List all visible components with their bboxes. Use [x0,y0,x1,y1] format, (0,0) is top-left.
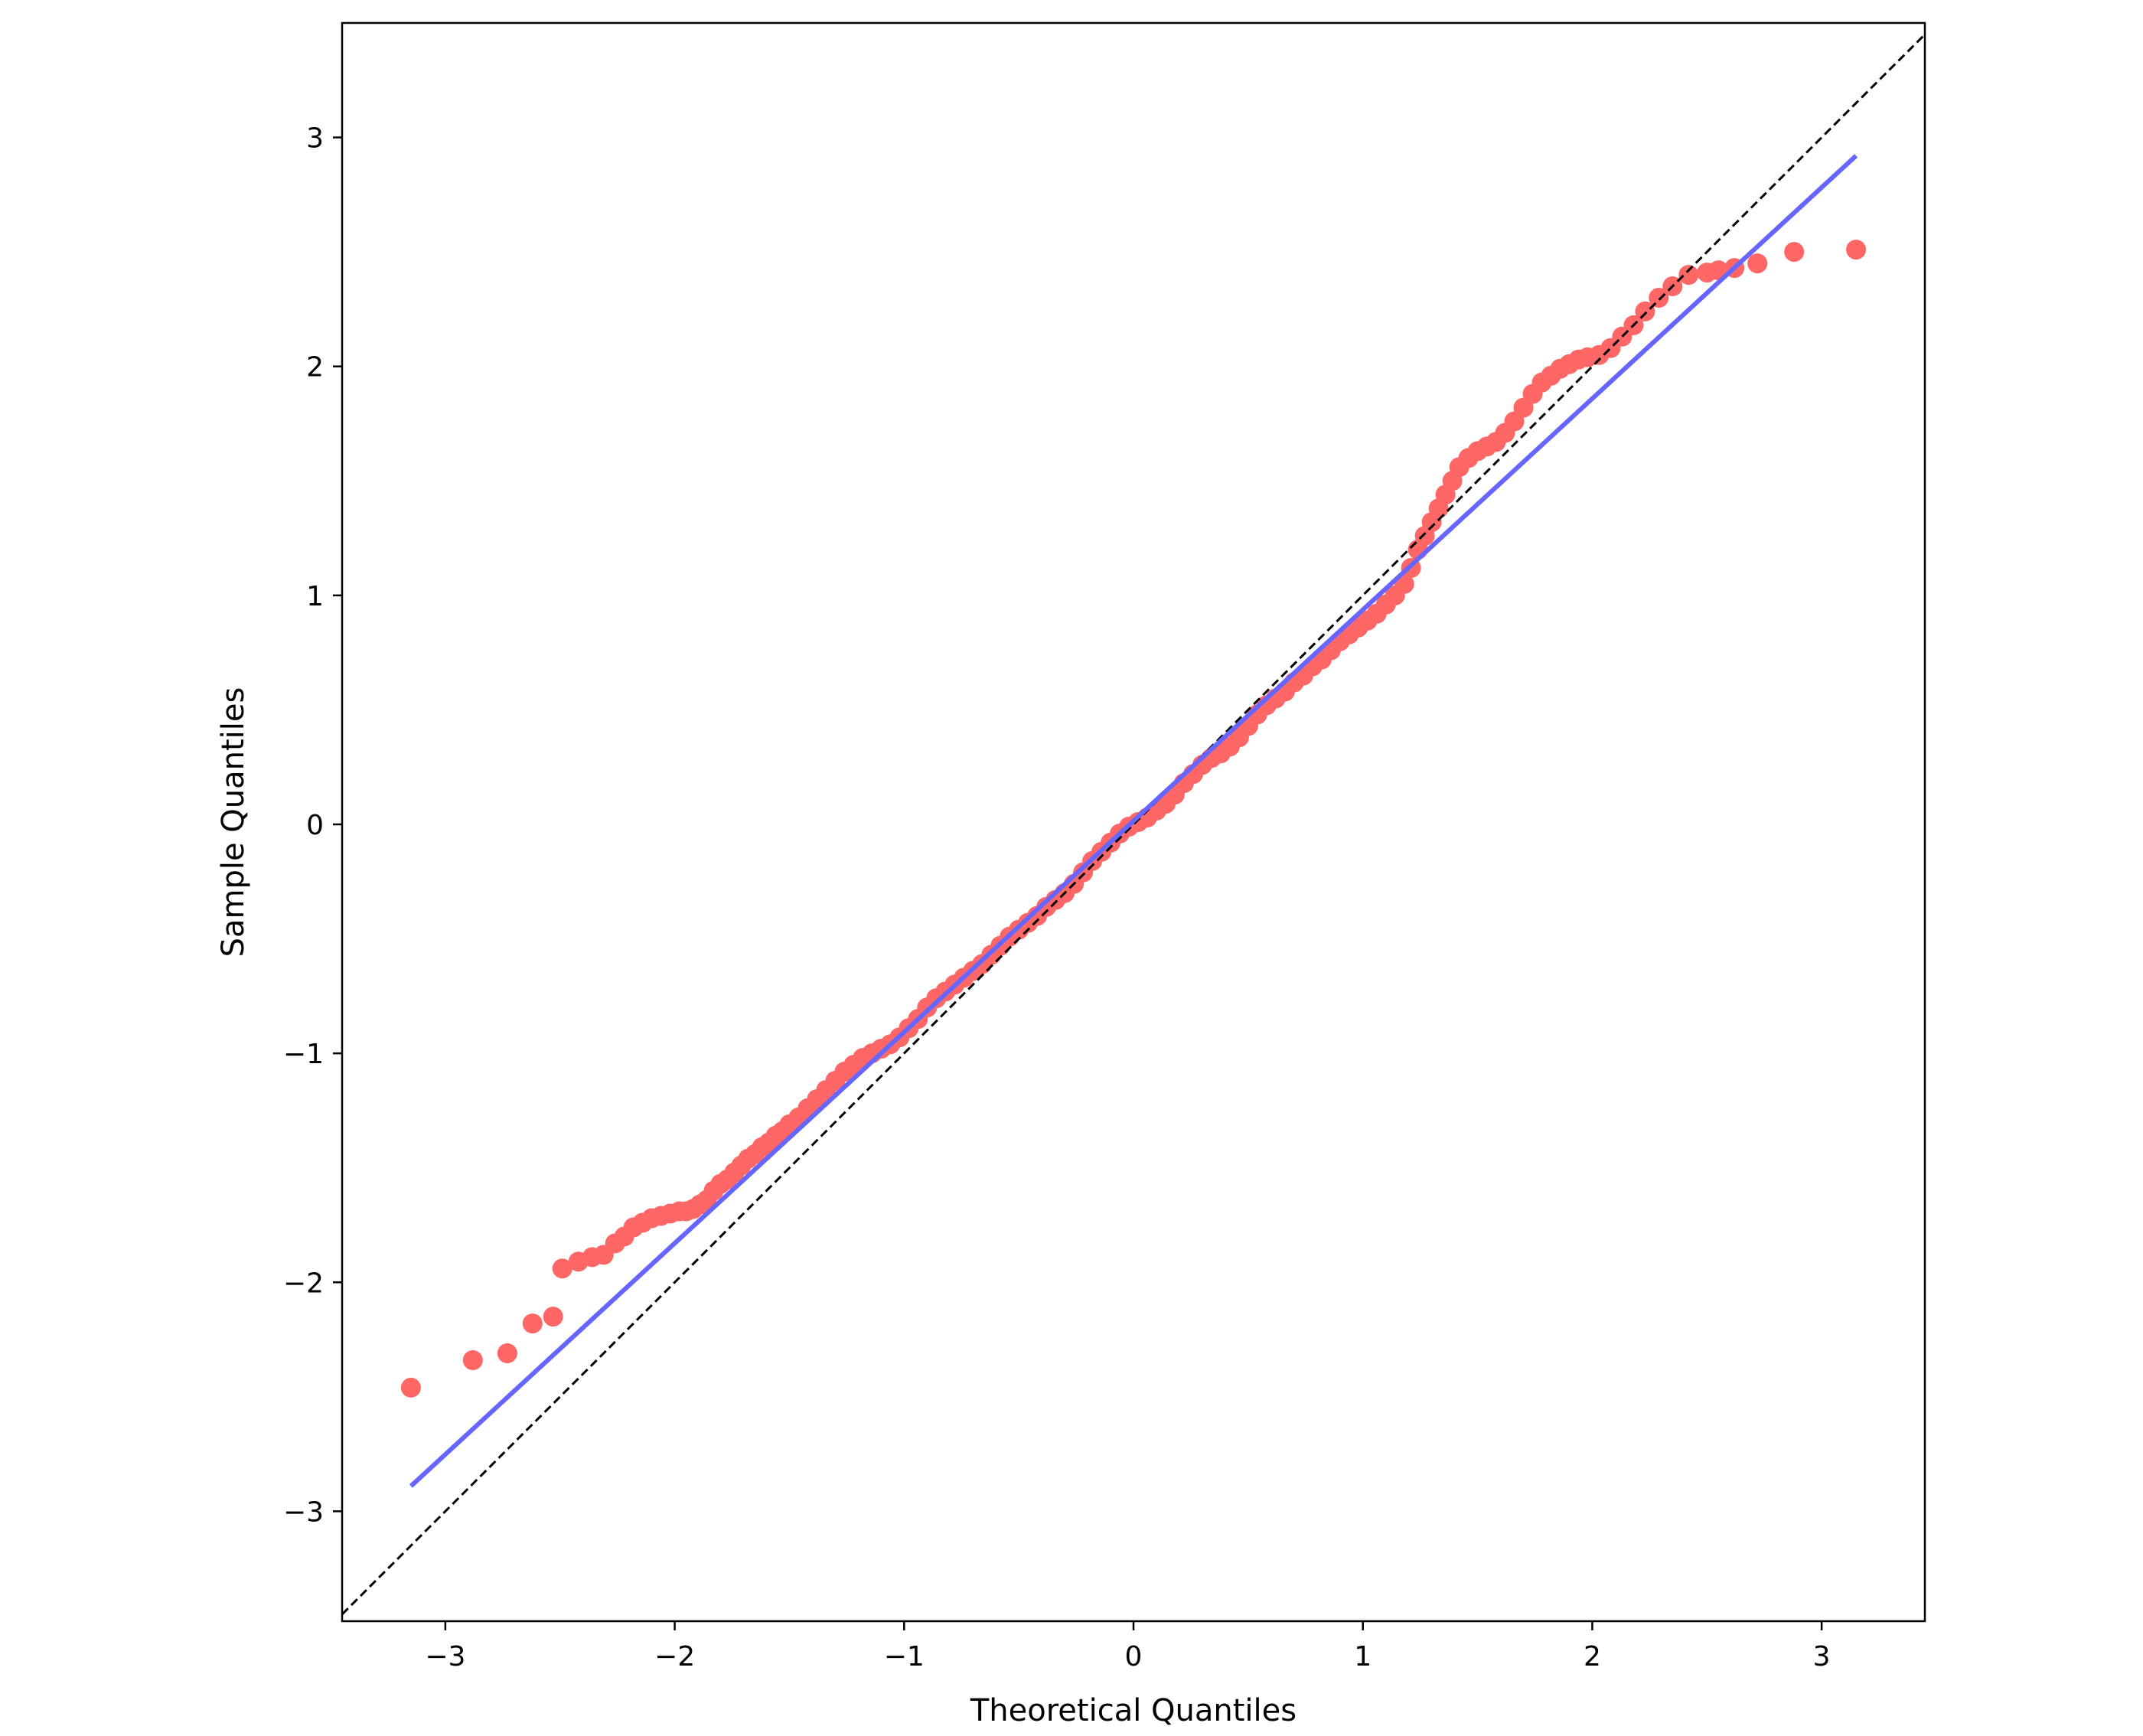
y-tick-label: 3 [306,123,324,155]
y-tick-label: −1 [283,1039,324,1070]
x-tick-label: −1 [884,1641,925,1672]
y-tick-label: 1 [306,581,324,612]
sample-points [400,240,1867,1398]
x-tick-label: 0 [1125,1641,1143,1672]
y-tick-label: 2 [306,352,324,383]
x-tick-label: −2 [654,1641,695,1672]
x-axis-label: Theoretical Quantiles [970,1693,1297,1728]
sample-point [497,1343,517,1363]
x-tick-label: 2 [1584,1641,1601,1672]
y-tick-label: −3 [283,1496,324,1528]
x-tick-label: 1 [1354,1641,1372,1672]
sample-point [1635,301,1655,321]
sample-point [1678,265,1699,286]
reference-line [342,33,1925,1616]
x-axis-ticks: −3 −2 −1 0 1 2 3 [425,1621,1831,1672]
sample-point [1747,253,1768,274]
plot-area [342,33,1925,1616]
sample-point [1649,288,1669,308]
sample-point [1784,242,1805,263]
sample-point [1846,240,1867,260]
x-tick-label: 3 [1813,1641,1831,1672]
y-axis-ticks: −3 −2 −1 0 1 2 3 [283,123,342,1528]
sample-point [552,1258,572,1279]
sample-point [400,1377,421,1398]
sample-point [462,1350,483,1370]
x-tick-label: −3 [425,1641,465,1672]
y-axis-label: Sample Quantiles [216,687,251,958]
fit-line [409,154,1858,1488]
y-tick-label: 0 [306,810,324,841]
y-tick-label: −2 [283,1268,324,1299]
sample-point [522,1313,543,1334]
sample-point [543,1307,563,1327]
